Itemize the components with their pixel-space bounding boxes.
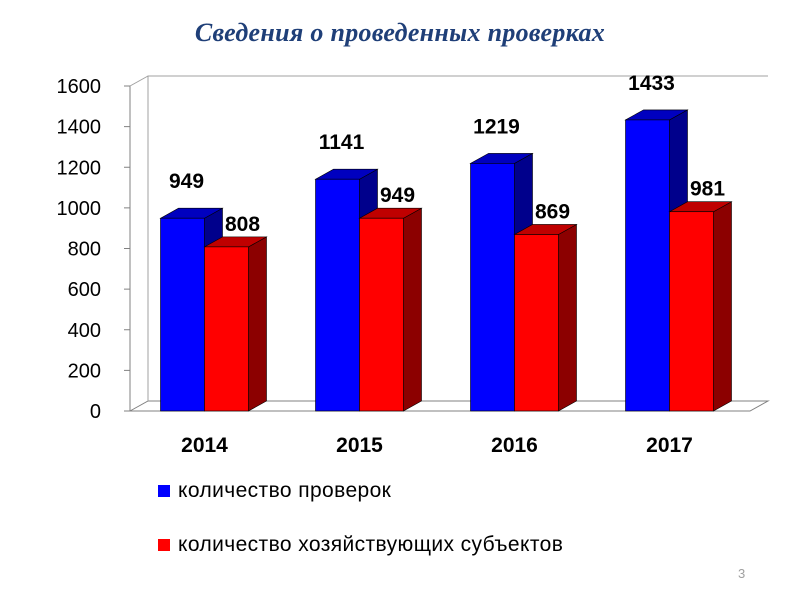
bar: [359, 217, 404, 412]
y-tick-label: 1200: [57, 157, 102, 179]
y-tick-label: 1000: [57, 198, 102, 220]
data-label: 949: [169, 170, 204, 193]
y-tick-label: 200: [68, 360, 101, 382]
chart-depth-edge: [129, 75, 149, 87]
bar: [470, 163, 515, 412]
bar: [160, 217, 205, 412]
bar: [315, 178, 360, 412]
data-label: 949: [380, 184, 415, 207]
legend-label: количество хозяйствующих субъектов: [178, 533, 564, 556]
legend-label: количество проверок: [178, 479, 392, 502]
y-tick-label: 0: [90, 401, 101, 423]
bar: [204, 246, 249, 412]
slide-title: Сведения о проведенных проверках: [194, 18, 606, 47]
data-label: 981: [690, 178, 725, 201]
bar: [514, 234, 559, 412]
bar-side: [248, 236, 267, 412]
y-tick-label: 600: [68, 279, 101, 301]
data-label: 869: [535, 200, 570, 223]
x-tick-label: 2017: [646, 434, 693, 457]
x-tick-label: 2014: [181, 434, 228, 457]
data-label: 1219: [473, 115, 520, 138]
bar-side: [403, 207, 422, 412]
bar: [625, 119, 670, 412]
data-label: 1433: [628, 72, 675, 95]
x-tick-label: 2016: [491, 434, 538, 457]
data-label: 808: [225, 213, 260, 236]
y-tick-label: 400: [68, 320, 101, 342]
y-tick-label: 800: [68, 239, 101, 261]
legend-item-subjects: количество хозяйствующих субъектов: [158, 533, 564, 556]
y-tick-label: 1400: [57, 117, 102, 139]
page-number: 3: [738, 566, 746, 581]
bar-chart: 0 200 400 600 800 1000 1200 1400 1600 949 808 2014 1…: [57, 72, 770, 457]
x-tick-label: 2015: [336, 434, 383, 457]
legend-item-checks: количество проверок: [158, 479, 563, 502]
y-tick-label: 1600: [57, 76, 102, 98]
bar-side: [713, 201, 732, 412]
legend-swatch-blue: [158, 485, 170, 497]
legend-swatch-red: [158, 539, 170, 551]
chart-legend: количество проверок количество хозяйству…: [158, 479, 564, 588]
data-label: 1141: [319, 131, 365, 154]
bar: [669, 211, 714, 412]
bar-side: [558, 223, 577, 412]
